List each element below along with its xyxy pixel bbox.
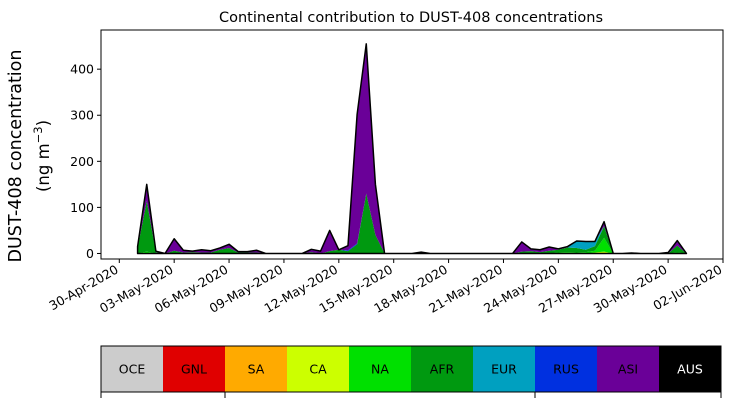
- legend-item-afr: AFR: [411, 346, 474, 392]
- y-tick-label: 200: [70, 154, 94, 169]
- legend-swatch: [659, 346, 722, 392]
- legend-item-ca: CA: [287, 346, 350, 392]
- legend-item-rus: RUS: [535, 346, 598, 392]
- legend-item-sa: SA: [225, 346, 288, 392]
- legend: OCE GNL SA CA NA AFR EUR RUS ASI AUS: [100, 345, 722, 398]
- y-axis-label-units-sup: −3: [31, 126, 45, 143]
- y-axis-label-units-suffix: ): [34, 120, 53, 126]
- legend-label: OCE: [119, 362, 146, 377]
- legend-swatch: [349, 346, 412, 392]
- plot-frame: [100, 29, 724, 260]
- legend-swatch: [101, 346, 164, 392]
- legend-label: GNL: [181, 362, 207, 377]
- legend-item-na: NA: [349, 346, 412, 392]
- legend-item-aus: AUS: [659, 346, 722, 392]
- y-axis-label-line1: DUST-408 concentration: [6, 50, 26, 263]
- chart-title: Continental contribution to DUST-408 con…: [219, 10, 603, 26]
- y-axis: 0 100 200 300 400: [70, 62, 101, 261]
- legend-label: AFR: [430, 362, 455, 377]
- y-tick-label: 300: [70, 108, 94, 123]
- legend-swatch: [597, 346, 660, 392]
- legend-swatch: [287, 346, 350, 392]
- legend-swatch: [473, 346, 536, 392]
- legend-item-oce: OCE: [101, 346, 164, 392]
- legend-label: ASI: [618, 362, 638, 377]
- legend-item-asi: ASI: [597, 346, 660, 392]
- y-axis-label-units: (ng m−3): [31, 120, 53, 192]
- legend-label: NA: [371, 362, 389, 377]
- legend-item-eur: EUR: [473, 346, 536, 392]
- total-outline: [136, 43, 688, 255]
- legend-label: EUR: [491, 362, 517, 377]
- legend-frame: [100, 345, 722, 393]
- legend-label: CA: [309, 362, 327, 377]
- y-axis-label: DUST-408 concentration: [6, 50, 26, 263]
- legend-swatch: [535, 346, 598, 392]
- legend-swatch: [411, 346, 474, 392]
- y-tick-label: 400: [70, 62, 94, 77]
- legend-label: SA: [248, 362, 265, 377]
- legend-label: RUS: [553, 362, 579, 377]
- legend-item-gnl: GNL: [163, 346, 226, 392]
- legend-swatch: [163, 346, 226, 392]
- y-tick-label: 100: [70, 200, 94, 215]
- y-tick-label: 0: [86, 246, 94, 261]
- plot-area: [100, 29, 724, 260]
- legend-label: AUS: [677, 362, 703, 377]
- y-axis-label-units-prefix: (ng m: [34, 143, 53, 192]
- x-axis: 30-Apr-202003-May-202006-May-202009-May-…: [46, 259, 725, 316]
- legend-swatch: [225, 346, 288, 392]
